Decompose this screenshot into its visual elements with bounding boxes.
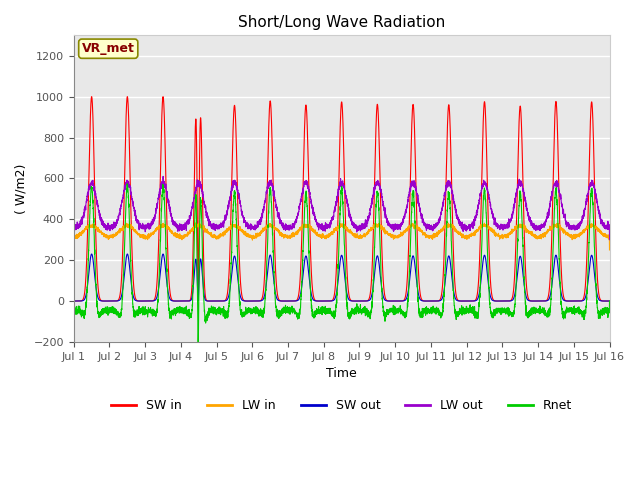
Rnet xyxy=(322,307,330,313)
SW in xyxy=(70,298,77,304)
Rnet xyxy=(166,313,174,319)
LW in xyxy=(322,235,330,240)
LW out xyxy=(166,206,174,212)
SW in xyxy=(605,298,612,304)
SW out xyxy=(70,298,77,304)
SW out xyxy=(88,251,95,257)
X-axis label: Time: Time xyxy=(326,367,357,380)
Y-axis label: ( W/m2): ( W/m2) xyxy=(15,163,28,214)
LW out xyxy=(159,173,167,179)
Legend: SW in, LW in, SW out, LW out, Rnet: SW in, LW in, SW out, LW out, Rnet xyxy=(106,394,577,417)
Line: SW in: SW in xyxy=(74,96,609,301)
LW out xyxy=(432,220,440,226)
LW out xyxy=(70,227,77,232)
Text: VR_met: VR_met xyxy=(82,42,134,55)
LW in xyxy=(70,232,77,238)
Rnet xyxy=(492,308,500,314)
Rnet xyxy=(605,307,613,313)
Line: SW out: SW out xyxy=(74,254,609,301)
LW in xyxy=(166,228,174,233)
LW in xyxy=(605,234,612,240)
Rnet xyxy=(432,310,440,315)
SW in xyxy=(322,298,330,304)
LW out xyxy=(605,224,612,230)
LW out xyxy=(462,223,470,229)
LW in xyxy=(462,232,470,238)
LW in xyxy=(492,230,500,236)
SW out xyxy=(166,296,174,302)
Rnet xyxy=(462,307,470,312)
Line: Rnet: Rnet xyxy=(74,184,609,343)
SW out xyxy=(432,298,440,304)
SW out xyxy=(605,298,612,304)
LW out xyxy=(322,225,330,230)
LW in xyxy=(605,247,613,253)
Title: Short/Long Wave Radiation: Short/Long Wave Radiation xyxy=(238,15,445,30)
SW in xyxy=(88,94,95,99)
Rnet xyxy=(195,340,202,346)
SW in xyxy=(605,298,613,304)
Rnet xyxy=(70,304,77,310)
Line: LW out: LW out xyxy=(74,176,609,240)
SW out xyxy=(605,298,613,304)
SW in xyxy=(492,298,500,304)
SW in xyxy=(462,298,470,304)
Rnet xyxy=(124,181,131,187)
LW out xyxy=(605,237,613,242)
LW in xyxy=(432,234,440,240)
SW in xyxy=(432,298,440,304)
SW out xyxy=(462,298,470,304)
SW out xyxy=(322,298,330,304)
SW out xyxy=(492,298,500,304)
Rnet xyxy=(605,298,613,304)
Line: LW in: LW in xyxy=(74,223,609,250)
SW in xyxy=(166,290,174,296)
LW out xyxy=(492,222,500,228)
LW in xyxy=(192,220,200,226)
